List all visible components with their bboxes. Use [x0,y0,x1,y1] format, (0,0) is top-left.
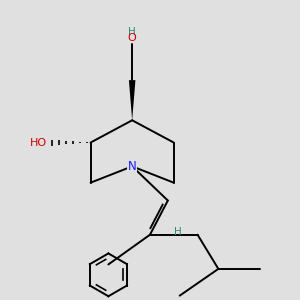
Text: O: O [128,33,136,43]
Text: HO: HO [30,138,47,148]
Text: H: H [174,227,182,237]
Polygon shape [129,80,135,120]
Text: N: N [128,160,136,173]
Text: H: H [128,27,136,37]
